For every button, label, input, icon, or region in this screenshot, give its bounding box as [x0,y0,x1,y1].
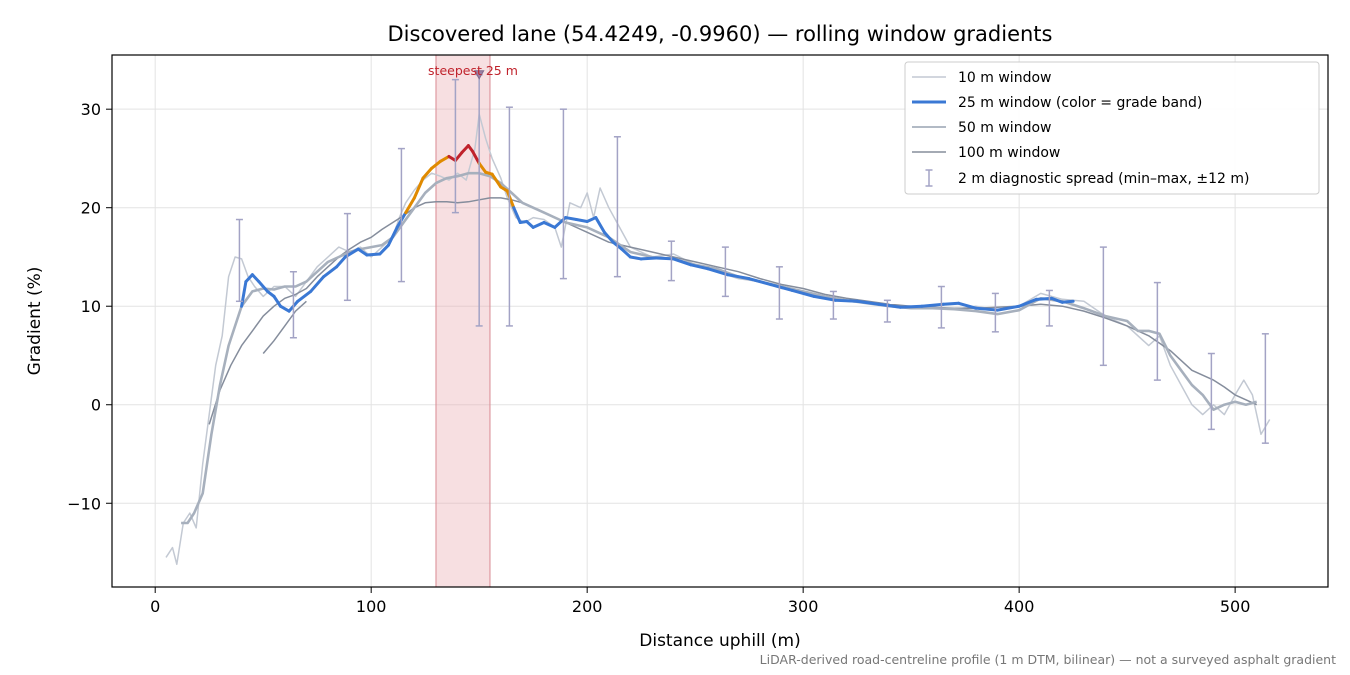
series-segment-25m [602,230,615,244]
series-segment-25m [585,216,598,223]
x-axis-ticks: 0 100 200 300 400 500 [150,587,1250,616]
y-axis-label: Gradient (%) [25,267,45,376]
legend-label-spread: 2 m diagnostic spread (min–max, ±12 m) [958,171,1249,187]
x-tick-label: 500 [1220,597,1251,616]
y-axis-ticks: −10 0 10 20 30 [67,100,112,513]
series-segment-25m [296,289,313,303]
legend-label-50m: 50 m window [958,120,1051,136]
x-tick-label: 100 [356,597,387,616]
series-segment-25m [639,256,658,261]
x-axis-label: Distance uphill (m) [639,631,800,651]
series-segment-25m [322,265,339,279]
series-segment-25m [438,154,451,163]
series-segment-25m [490,172,503,189]
series-line-100m-start [262,300,307,354]
y-tick-label: 20 [81,199,101,218]
legend-label-25m: 25 m window (color = grade band) [958,95,1202,111]
legend-label-10m: 10 m window [958,70,1051,86]
series-segment-25m [855,299,881,306]
series-line-50m [181,171,1258,525]
x-tick-label: 400 [1004,597,1035,616]
series-segment-25m [834,298,859,303]
series-segment-25m [672,257,693,267]
series-segment-25m [542,220,557,229]
diagnostic-spread-layer [235,70,1269,444]
series-segment-25m [278,304,291,313]
series-segment-25m [726,273,751,281]
series-line-10m [165,113,1271,566]
footnote: LiDAR-derived road-centreline profile (1… [760,652,1336,667]
x-tick-label: 200 [572,597,603,616]
series-segment-25m [505,189,516,210]
series-segment-25m [620,247,632,259]
series-segment-25m [272,294,282,308]
y-tick-label: 30 [81,100,101,119]
series-segment-25m [250,273,261,284]
legend: 10 m window 25 m window (color = grade b… [904,61,1320,195]
series-layer [165,113,1271,566]
series-segment-25m [769,283,794,292]
chart-title: Discovered lane (54.4249, -0.9960) — rol… [388,22,1053,46]
series-segment-25m [747,277,773,287]
series-segment-25m [309,275,326,293]
series-segment-25m [706,267,730,277]
series-segment-25m [957,301,978,310]
series-segment-25m [974,306,1000,312]
legend-swatch-spread [925,169,933,187]
series-segment-25m [404,196,416,215]
series-segment-25m [942,301,961,306]
y-tick-label: 0 [91,396,101,415]
series-segment-25m [877,302,902,309]
x-tick-label: 0 [150,597,160,616]
series-segment-25m [1060,299,1075,304]
y-tick-label: 10 [81,297,101,316]
series-segment-25m [477,161,488,174]
legend-box [904,61,1320,195]
series-segment-25m [898,304,924,309]
series-line-100m [208,197,1258,425]
series-segment-25m [430,159,442,170]
series-segment-25m [335,255,347,269]
series-segment-25m [365,252,382,257]
series-segment-25m [574,218,589,223]
series-segment-25m [531,220,546,229]
plot-frame [111,54,1329,588]
series-segment-25m [628,255,643,261]
steepest-marker [473,70,485,80]
steepest-annotation: steepest 25 m [428,63,518,78]
series-segment-25m [920,302,946,308]
series-segment-25m [594,216,606,234]
series-segment-25m [996,304,1021,312]
series-segment-25m [244,273,254,284]
series-segment-25m [386,225,399,247]
series-segment-25m [790,288,816,298]
series-segment-25m [512,206,522,224]
series-segment-25m [460,144,470,155]
series-segment-25m [421,166,434,180]
steepest-highlight-band [435,54,491,588]
series-segment-25m [453,151,464,162]
series-segment-25m [1050,296,1064,304]
series-segment-25m [412,176,425,200]
series-segment-25m [240,280,248,308]
series-segment-25m [564,216,578,222]
series-segment-25m [257,280,270,293]
series-segment-25m [378,243,390,256]
series-segment-25m [1017,297,1038,308]
x-tick-label: 300 [788,597,819,616]
series-segment-25m [812,294,838,302]
series-segment-25m [356,247,369,257]
y-tick-label: −10 [67,494,101,513]
series-segment-25m [471,150,481,165]
legend-label-100m: 100 m window [958,145,1060,161]
series-segment-25m [689,263,710,271]
